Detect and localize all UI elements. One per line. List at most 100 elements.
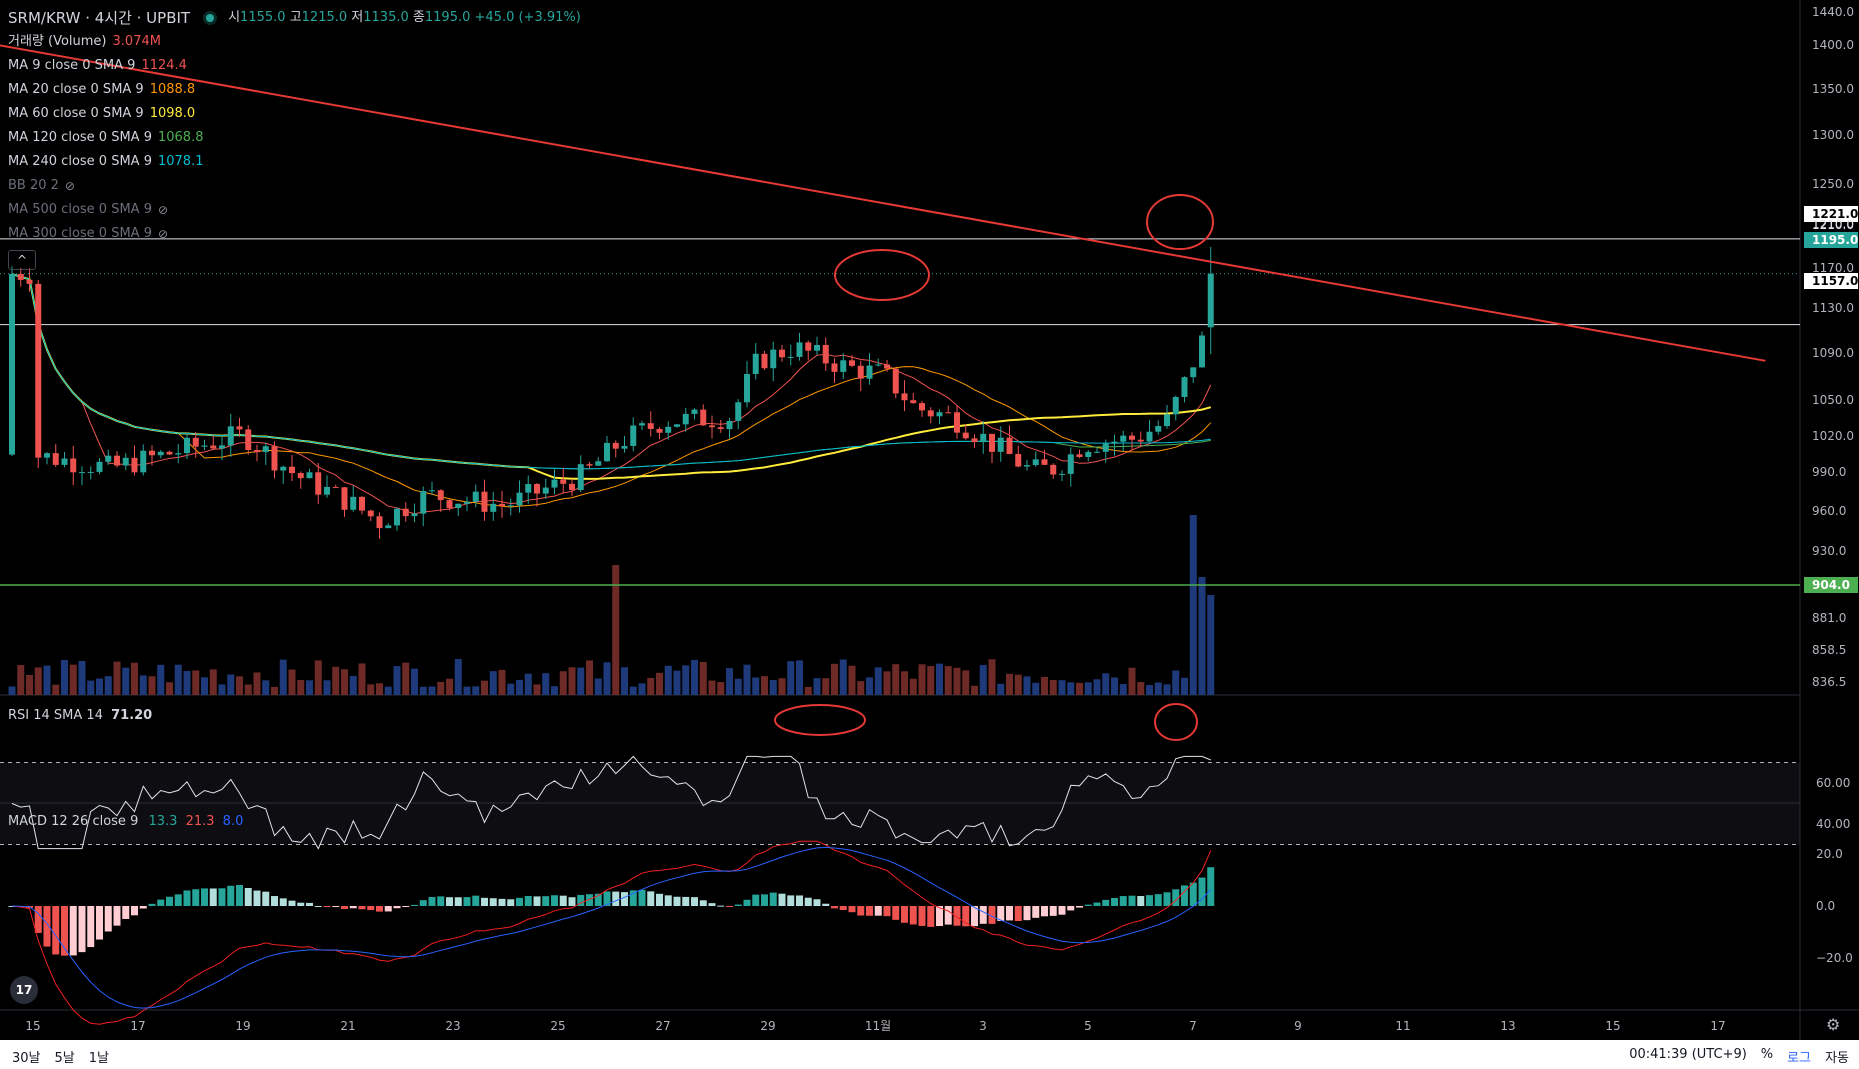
macd-histogram-bar bbox=[586, 894, 593, 906]
range-30d-button[interactable]: 30날 bbox=[12, 1051, 41, 1066]
collapse-legend-button[interactable]: ^ bbox=[8, 250, 36, 270]
volume-bar bbox=[131, 662, 138, 695]
rsi-line bbox=[11, 755, 1211, 850]
macd-histogram-bar bbox=[376, 906, 383, 912]
macd-histogram-bar bbox=[1058, 906, 1066, 915]
eye-hidden-icon[interactable]: ⊘ bbox=[157, 203, 169, 217]
volume-bar bbox=[174, 664, 182, 695]
chart-canvas[interactable]: 1440.01400.01350.01300.01250.01210.01170… bbox=[0, 0, 1859, 1040]
volume-bar bbox=[507, 683, 515, 695]
indicator-row[interactable]: MA 9 close 0 SMA 9 1124.4 bbox=[8, 54, 581, 78]
trendline[interactable] bbox=[0, 33, 1766, 362]
volume-bar bbox=[621, 667, 628, 695]
indicator-row[interactable]: MA 120 close 0 SMA 9 1068.8 bbox=[8, 126, 581, 150]
volume-bar bbox=[682, 665, 690, 695]
volume-bar bbox=[437, 681, 445, 695]
gear-icon[interactable]: ⚙ bbox=[1826, 1015, 1841, 1034]
candle-body bbox=[131, 457, 138, 473]
range-5d-button[interactable]: 5날 bbox=[54, 1051, 75, 1066]
volume-bar bbox=[376, 683, 383, 695]
volume-bar bbox=[734, 678, 742, 695]
annotation-circle[interactable] bbox=[834, 249, 930, 301]
candle-body bbox=[700, 409, 707, 426]
macd-histogram-bar bbox=[883, 906, 891, 917]
volume-bar bbox=[201, 677, 208, 695]
macd-histogram-bar bbox=[708, 903, 716, 906]
candle-body bbox=[577, 464, 584, 491]
volume-bar bbox=[209, 669, 217, 695]
price-tick-label: 836.5 bbox=[1812, 675, 1846, 689]
candle-body bbox=[954, 412, 960, 433]
volume-bar bbox=[157, 664, 165, 695]
candle-body bbox=[1024, 465, 1030, 467]
annotation-circle[interactable] bbox=[1154, 703, 1198, 741]
candle-body bbox=[472, 491, 479, 502]
eye-hidden-icon[interactable]: ⊘ bbox=[64, 179, 75, 193]
indicator-row[interactable]: 거래량 (Volume) 3.074M bbox=[8, 30, 581, 54]
indicator-row[interactable]: MA 20 close 0 SMA 9 1088.8 bbox=[8, 78, 581, 102]
candle-body bbox=[621, 445, 628, 449]
symbol-title[interactable]: SRM/KRW · 4시간 · UPBIT bbox=[8, 9, 191, 27]
macd-histogram-bar bbox=[813, 899, 821, 906]
time-tick-label: 21 bbox=[340, 1019, 355, 1033]
log-toggle[interactable]: 로그 bbox=[1787, 1051, 1812, 1066]
range-1d-button[interactable]: 1날 bbox=[88, 1051, 109, 1066]
indicator-row[interactable]: MA 60 close 0 SMA 9 1098.0 bbox=[8, 102, 581, 126]
candle-body bbox=[989, 433, 995, 452]
macd-histogram-bar bbox=[69, 906, 77, 956]
candle-body bbox=[499, 503, 505, 507]
macd-histogram-bar bbox=[34, 906, 42, 933]
volume-bar bbox=[104, 676, 112, 695]
macd-histogram-bar bbox=[227, 885, 235, 906]
percent-toggle[interactable]: % bbox=[1760, 1047, 1774, 1062]
ohlc-values: 시1155.0 고1215.0 저1135.0 종1195.0 +45.0 (+… bbox=[228, 10, 581, 25]
volume-bar bbox=[481, 680, 488, 695]
macd-histogram-bar bbox=[201, 888, 208, 906]
candle-body bbox=[70, 458, 77, 473]
macd-histogram-bar bbox=[927, 906, 935, 927]
rsi-tick-label: 40.00 bbox=[1816, 817, 1850, 831]
macd-legend[interactable]: MACD 12 26 close 9 13.3 21.3 8.0 bbox=[8, 814, 244, 829]
tradingview-logo[interactable]: 17 bbox=[10, 976, 38, 1004]
rsi-legend[interactable]: RSI 14 SMA 14 71.20 bbox=[8, 708, 153, 723]
volume-bar bbox=[883, 671, 891, 695]
candle-body bbox=[726, 420, 733, 430]
annotation-circle[interactable] bbox=[1146, 194, 1214, 250]
clock[interactable]: 00:41:39 (UTC+9) bbox=[1629, 1047, 1747, 1062]
volume-bar bbox=[559, 671, 567, 695]
annotation-circle[interactable] bbox=[774, 704, 866, 736]
auto-toggle[interactable]: 자동 bbox=[1825, 1051, 1849, 1066]
candle-body bbox=[831, 363, 838, 372]
candle-body bbox=[927, 410, 934, 417]
macd-histogram-bar bbox=[997, 906, 1005, 921]
candle-body bbox=[560, 479, 567, 484]
candle-body bbox=[997, 437, 1004, 452]
indicator-row[interactable]: MA 240 close 0 SMA 9 1078.1 bbox=[8, 150, 581, 174]
macd-histogram-bar bbox=[113, 906, 121, 926]
price-tick-label: 1130.0 bbox=[1812, 301, 1854, 315]
macd-histogram-bar bbox=[1198, 877, 1206, 906]
eye-hidden-icon[interactable]: ⊘ bbox=[157, 227, 169, 241]
candle-body bbox=[367, 510, 374, 517]
macd-histogram-bar bbox=[1041, 906, 1048, 917]
time-tick-label: 15 bbox=[1605, 1019, 1620, 1033]
macd-histogram-bar bbox=[962, 906, 970, 927]
indicator-row[interactable]: MA 500 close 0 SMA 9 ⊘ bbox=[8, 198, 581, 222]
volume-bar bbox=[594, 678, 602, 695]
volume-bar bbox=[962, 670, 970, 695]
macd-histogram-bar bbox=[857, 906, 865, 916]
candle-body bbox=[210, 445, 217, 449]
ma9-line bbox=[11, 273, 1212, 515]
macd-histogram-bar bbox=[936, 906, 943, 927]
macd-histogram-bar bbox=[1111, 897, 1118, 906]
macd-histogram-bar bbox=[717, 905, 725, 907]
candle-body bbox=[1207, 273, 1214, 328]
macd-histogram-bar bbox=[463, 897, 471, 906]
candle-body bbox=[945, 412, 952, 414]
macd-histogram-bar bbox=[1084, 904, 1092, 906]
indicator-row[interactable]: BB 20 2 ⊘ bbox=[8, 174, 581, 198]
macd-histogram-bar bbox=[1093, 902, 1101, 906]
indicator-row[interactable]: MA 300 close 0 SMA 9 ⊘ bbox=[8, 222, 581, 246]
price-tick-label: 858.5 bbox=[1812, 643, 1846, 657]
volume-bar bbox=[1006, 673, 1013, 695]
